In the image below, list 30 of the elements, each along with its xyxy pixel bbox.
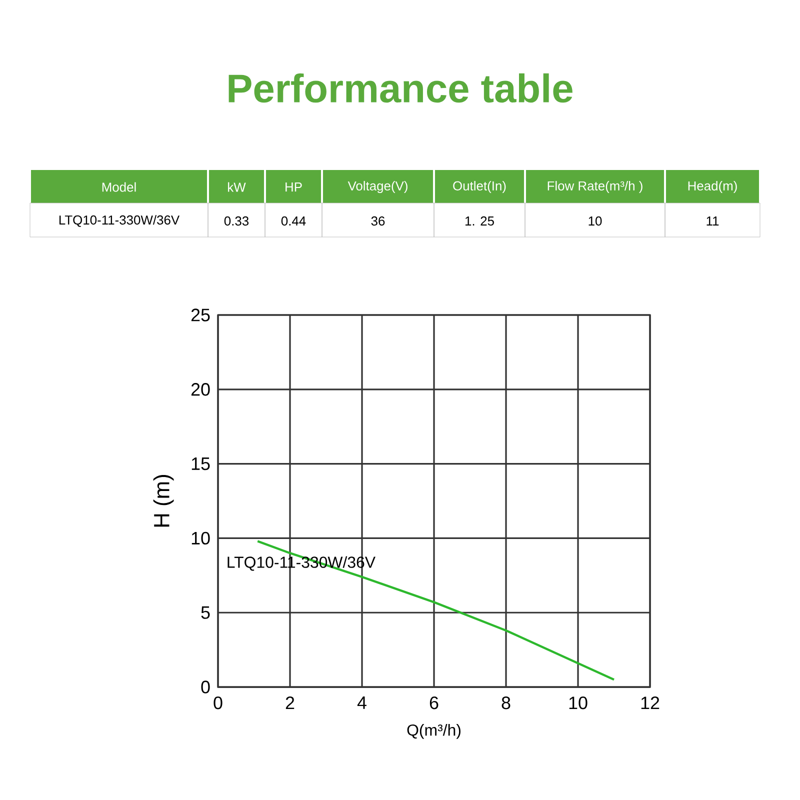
text: 0.33 (224, 216, 249, 226)
category-label: Head(m) (688, 180, 737, 194)
x-tick-label: 8 (502, 696, 510, 710)
text: LTQ10-11-330W/36V (59, 215, 180, 227)
x-tick-label: 10 (569, 696, 588, 710)
text: 10 (588, 216, 602, 226)
category-label: Model (102, 182, 136, 192)
category-label: Flow Rate(m³/h ) (548, 180, 642, 194)
x-tick-label: 12 (641, 696, 660, 710)
y-tick-label: 15 (192, 458, 210, 470)
y-tick-label: 25 (191, 308, 210, 322)
y-tick-label: 0 (201, 680, 210, 694)
x-tick-label: 0 (214, 696, 222, 710)
category-label: kW (228, 182, 246, 192)
x-tick-label: 6 (430, 696, 438, 710)
text: 36 (371, 216, 385, 226)
category-label: Voltage(V) (348, 180, 408, 194)
y-tick-label: 10 (192, 532, 210, 545)
text: Performance table (228, 73, 572, 103)
text: 11 (706, 216, 719, 226)
x-tick-label: 4 (357, 696, 366, 709)
y-axis-title: H (m) (153, 475, 174, 527)
text: 0.44 (281, 216, 306, 226)
category-label: HP (286, 182, 302, 192)
y-tick-label: 20 (191, 383, 210, 396)
y-tick-label: 5 (201, 606, 210, 619)
category-label: Outlet(In) (453, 180, 506, 194)
x-axis-title: Q(m³/h) (407, 724, 460, 739)
x-tick-label: 2 (286, 696, 294, 710)
text: 1. 25 (465, 216, 494, 226)
